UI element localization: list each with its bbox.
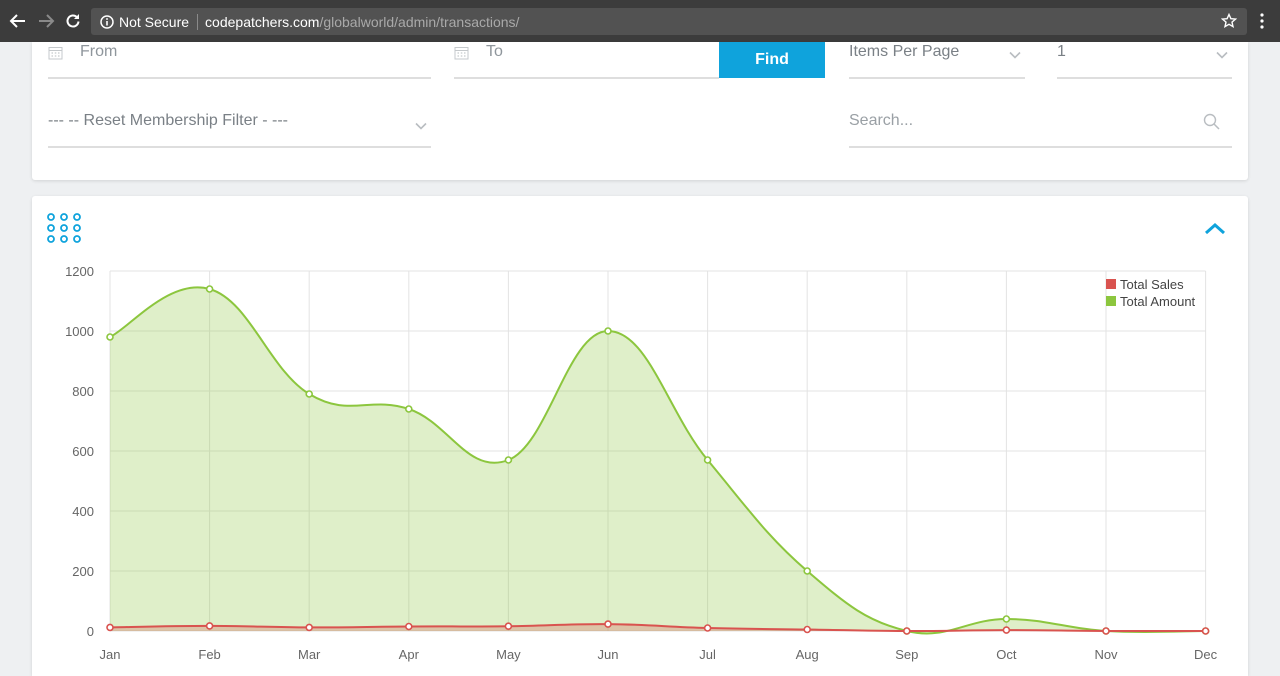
star-icon[interactable] xyxy=(1220,12,1238,33)
total-amount-point[interactable] xyxy=(803,567,812,575)
info-icon[interactable] xyxy=(100,14,114,29)
page-select[interactable]: 1 xyxy=(1057,42,1232,79)
total-amount-point[interactable] xyxy=(205,285,214,293)
total-sales-point[interactable] xyxy=(106,623,114,632)
filter-panel: From To Find Items Per Page 1 --- -- Res… xyxy=(32,42,1248,180)
url-path: /globalworld/admin/transactions/ xyxy=(319,13,520,30)
security-status[interactable]: Not Secure xyxy=(119,13,190,30)
legend-label-total-sales[interactable]: Total Sales xyxy=(1120,277,1184,292)
x-tick-label: May xyxy=(496,647,521,662)
y-tick-label: 1200 xyxy=(65,264,94,279)
total-sales-point[interactable] xyxy=(305,623,314,632)
chevron-down-icon xyxy=(1216,46,1228,64)
to-date-field[interactable]: To xyxy=(454,42,719,79)
total-sales-point[interactable] xyxy=(1201,627,1210,635)
address-bar[interactable]: Not Secure codepatchers.com/globalworld/… xyxy=(91,8,1247,35)
x-tick-label: Jan xyxy=(100,647,121,662)
x-tick-label: Mar xyxy=(298,647,321,662)
total-amount-area xyxy=(110,287,1206,634)
from-placeholder: From xyxy=(80,43,118,60)
total-sales-point[interactable] xyxy=(1002,626,1011,634)
x-tick-label: Oct xyxy=(996,647,1017,662)
legend-label-total-amount[interactable]: Total Amount xyxy=(1120,294,1196,309)
calendar-icon xyxy=(454,45,469,65)
total-amount-point[interactable] xyxy=(1002,615,1011,623)
total-sales-point[interactable] xyxy=(604,620,612,628)
search-placeholder: Search... xyxy=(849,112,914,129)
chevron-down-icon xyxy=(1009,46,1021,64)
chevron-up-icon[interactable] xyxy=(1204,221,1226,240)
membership-filter-select[interactable]: --- -- Reset Membership Filter - --- xyxy=(48,110,431,148)
legend-swatch-total-sales xyxy=(1106,279,1116,289)
total-amount-point[interactable] xyxy=(604,327,612,335)
chart-panel: 0 200 400 600 800 1000 1200 Jan Feb Mar Apr May Jun J… xyxy=(32,196,1248,676)
menu-icon[interactable] xyxy=(1254,11,1270,31)
total-sales-point[interactable] xyxy=(703,624,712,632)
total-sales-area xyxy=(110,624,1206,632)
total-amount-point[interactable] xyxy=(404,405,413,413)
total-sales-point[interactable] xyxy=(404,622,413,631)
y-tick-label: 0 xyxy=(87,624,94,639)
page-value: 1 xyxy=(1057,43,1066,60)
total-sales-point[interactable] xyxy=(902,627,911,635)
total-amount-point[interactable] xyxy=(106,333,114,341)
total-amount-point[interactable] xyxy=(504,456,513,464)
total-sales-point[interactable] xyxy=(803,625,812,634)
x-tick-label: Dec xyxy=(1194,647,1218,662)
total-sales-line xyxy=(109,623,1206,633)
forward-icon[interactable] xyxy=(36,11,56,31)
y-tick-label: 1000 xyxy=(65,324,94,339)
legend-swatch-total-amount xyxy=(1106,296,1116,306)
back-icon[interactable] xyxy=(8,11,28,31)
y-tick-label: 200 xyxy=(72,564,94,579)
total-sales-point[interactable] xyxy=(504,622,513,631)
x-tick-label: Jun xyxy=(598,647,619,662)
url-divider xyxy=(197,13,199,30)
total-amount-point[interactable] xyxy=(305,390,314,398)
calendar-icon xyxy=(48,45,63,65)
items-per-page-label: Items Per Page xyxy=(849,43,960,60)
x-tick-label: Jul xyxy=(699,647,716,662)
chevron-down-icon xyxy=(415,117,427,135)
browser-toolbar: Not Secure codepatchers.com/globalworld/… xyxy=(0,0,1280,42)
x-tick-label: Apr xyxy=(399,647,420,662)
reload-icon[interactable] xyxy=(63,11,83,31)
y-tick-label: 800 xyxy=(72,384,94,399)
x-tick-label: Aug xyxy=(796,647,819,662)
transactions-chart: 0 200 400 600 800 1000 1200 Jan Feb Mar Apr May Jun J… xyxy=(65,264,1218,662)
grid-icon[interactable] xyxy=(47,213,81,247)
y-tick-label: 400 xyxy=(72,504,94,519)
x-tick-label: Sep xyxy=(895,647,918,662)
find-button[interactable]: Find xyxy=(719,42,825,78)
from-date-field[interactable]: From xyxy=(48,42,431,79)
items-per-page-select[interactable]: Items Per Page xyxy=(849,42,1025,79)
total-sales-point[interactable] xyxy=(205,622,214,630)
search-field[interactable]: Search... xyxy=(849,110,1232,148)
to-placeholder: To xyxy=(486,43,503,60)
total-sales-point[interactable] xyxy=(1102,627,1110,635)
x-tick-label: Feb xyxy=(198,647,220,662)
search-icon[interactable] xyxy=(1203,113,1220,135)
membership-filter-value: --- -- Reset Membership Filter - --- xyxy=(48,112,289,129)
url-host: codepatchers.com xyxy=(205,13,320,30)
total-amount-point[interactable] xyxy=(703,456,712,464)
x-tick-label: Nov xyxy=(1094,647,1118,662)
y-tick-label: 600 xyxy=(72,444,94,459)
